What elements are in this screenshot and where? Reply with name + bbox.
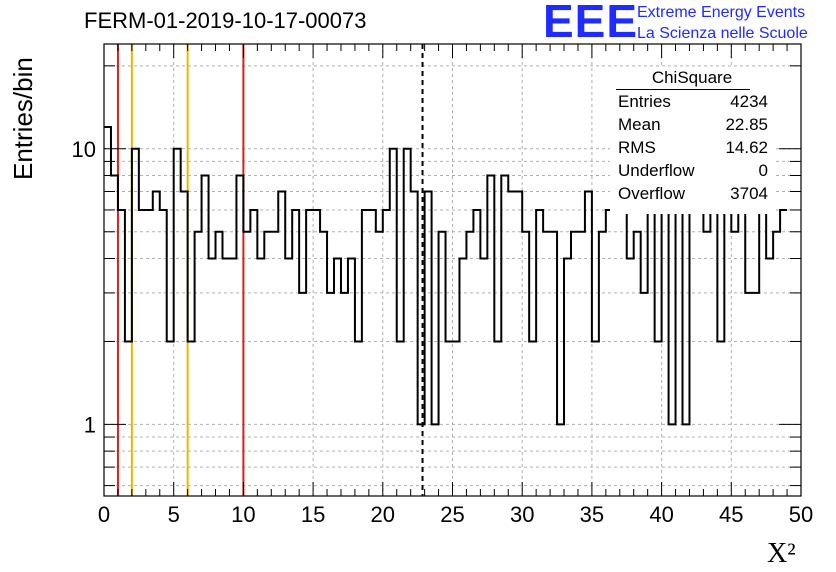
x-tick-label: 40 [649,502,673,527]
tick-labels: 0 5 10 15 20 25 30 35 40 45 50 1 10 [72,137,814,527]
stats-value: 0 [758,161,768,180]
marker-lines [116,44,424,496]
x-tick-label: 45 [719,502,743,527]
x-tick-label: 10 [231,502,255,527]
stats-key: RMS [618,138,656,157]
y-tick-label: 1 [84,412,96,437]
stats-value: 14.62 [725,138,768,157]
stats-row: Mean 22.85 [618,115,768,137]
x-tick-label: 5 [168,502,180,527]
stats-value: 4234 [730,92,768,111]
x-tick-label: 15 [301,502,325,527]
x-tick-label: 35 [580,502,604,527]
stats-box: ChiSquare Entries 4234 Mean 22.85 RMS 14… [610,68,774,214]
stats-title-underline [616,89,750,90]
x-axis-label: X² [767,538,796,569]
eee-logo: EEE [543,0,639,47]
stats-key: Overflow [618,184,686,203]
stats-key: Mean [618,115,661,134]
axis-ticks [103,44,802,496]
histogram [104,125,788,426]
stats-value: 3704 [730,184,768,203]
stats-row: RMS 14.62 [618,138,768,160]
stats-row: Entries 4234 [618,92,768,114]
logo-line-1: Extreme Energy Events [637,4,806,21]
x-tick-label: 50 [789,502,813,527]
chart-title: FERM-01-2019-10-17-00073 [84,8,367,33]
y-tick-label: 10 [72,137,96,162]
y-axis-label: Entries/bin [8,57,38,180]
x-tick-label: 0 [98,502,110,527]
x-tick-label: 20 [371,502,395,527]
logo-line-2: La Scienza nelle Scuole [637,25,808,42]
stats-row: Overflow 3704 [618,184,768,206]
stats-key: Underflow [618,161,695,180]
stats-row: Underflow 0 [618,161,768,183]
histogram-line [104,125,788,426]
stats-title: ChiSquare [651,68,733,87]
stats-key: Entries [618,92,671,111]
stats-value: 22.85 [725,115,768,134]
x-tick-label: 25 [440,502,464,527]
x-tick-label: 30 [510,502,534,527]
